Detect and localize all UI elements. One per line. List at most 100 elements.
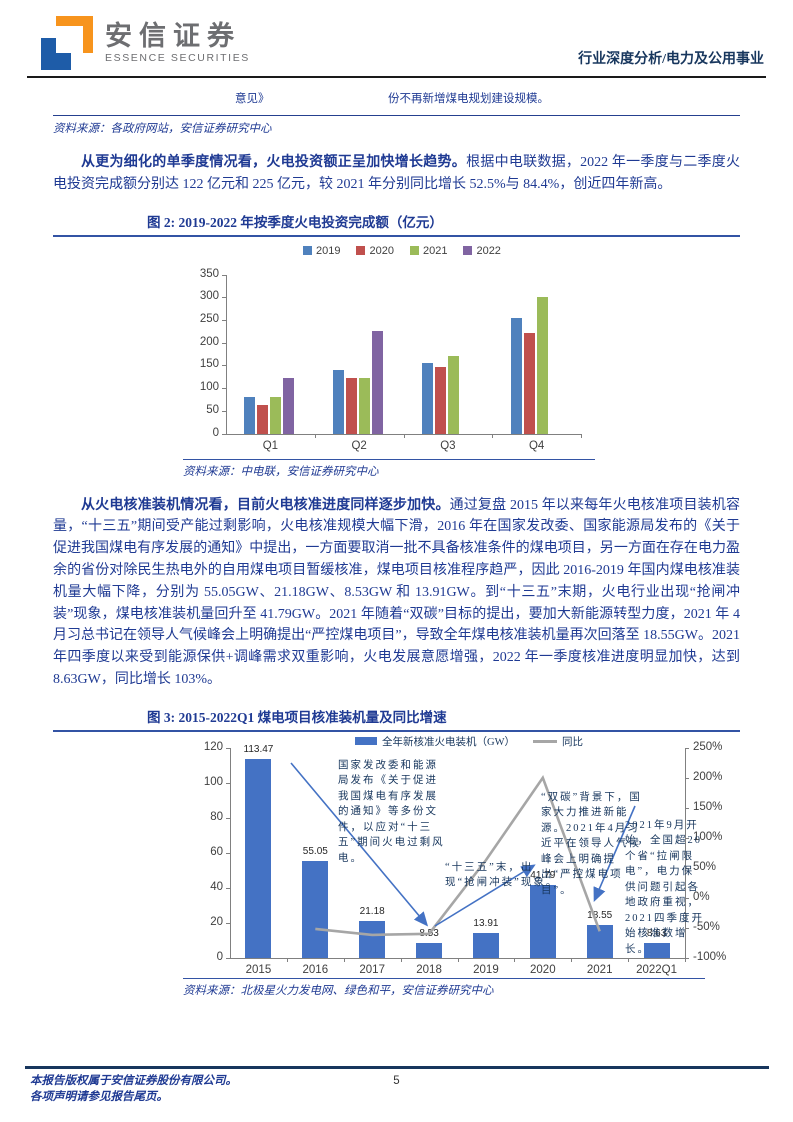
y-axis-label: 0	[212, 426, 219, 439]
paragraph-1-lead: 从更为细化的单季度情况看，火电投资额正呈加快增长趋势。	[81, 155, 467, 170]
legend-bar-swatch	[355, 737, 377, 746]
report-category: 行业深度分析/电力及公用事业	[578, 52, 764, 67]
logo-icon	[41, 16, 93, 70]
right-axis-label: -50%	[693, 920, 720, 933]
bar-2022Q1	[643, 942, 670, 958]
legend-swatch-2021	[409, 246, 419, 256]
y-axis-label: 100	[199, 381, 219, 394]
y-axis-label: 300	[199, 290, 219, 303]
paragraph-1-body: 根据中电联数据，2022 年一季度与二季度火电投资完成额分别达 122 亿元和 …	[53, 155, 741, 192]
right-axis-label: 50%	[693, 860, 717, 873]
bar-2022-Q1	[283, 378, 295, 434]
bar-2022-Q2	[372, 331, 384, 434]
bar-2020-Q4	[523, 332, 535, 434]
figure2-chart: 2019 2020 2021 2022 0 50 100 150 200 250 300 350 Q1 Q…	[183, 241, 613, 457]
bar-value-label: 18.55	[587, 910, 613, 922]
bar-2019-Q2	[333, 369, 345, 434]
paragraph-2-lead: 从火电核准装机情况看，目前火电核准进度同样逐步加快。	[81, 497, 450, 513]
bar-2021-Q3	[447, 356, 459, 434]
figure2-source: 资料来源：中电联，安信证券研究中心	[183, 458, 595, 479]
bar-2017	[359, 920, 386, 958]
bar-2015	[245, 759, 272, 958]
chart-annotation-3: “双碳”背景下，国家大力推进新能源。2021年4月习近平在领导人气候峰会上明确提…	[541, 791, 642, 896]
company-logo: 安信证券 ESSENCE SECURITIES	[27, 16, 250, 70]
logo-name-en: ESSENCE SECURITIES	[105, 52, 250, 64]
bar-2021-Q1	[270, 397, 282, 434]
chart-annotation-2: “十三五”末，出现“抢闸冲装”现象。	[445, 861, 559, 889]
table-fragment: 意见》 份不再新增煤电规划建设规模。	[53, 78, 740, 116]
paragraph-2: 从火电核准装机情况看，目前火电核准进度同样逐步加快。通过复盘 2015 年以来每…	[53, 495, 740, 691]
y-axis-label: 150	[199, 358, 219, 371]
bar-2019-Q4	[510, 317, 522, 434]
x-axis-label: 2017	[359, 963, 385, 976]
figure3-title: 图 3: 2015-2022Q1 煤电项目核准装机量及同比增速	[53, 706, 740, 732]
legend-swatch-2022	[463, 246, 473, 256]
bar-2021-Q2	[359, 378, 371, 434]
left-axis-label: 100	[203, 775, 223, 788]
figure2-legend: 2019 2020 2021 2022	[303, 245, 501, 257]
footer-disclaimer: 本报告版权属于安信证券股份有限公司。 各项声明请参见报告尾页。	[30, 1075, 237, 1103]
legend-swatch-2019	[303, 246, 312, 256]
bar-2018	[416, 942, 443, 958]
x-axis-label: Q3	[440, 439, 456, 452]
x-axis-label: 2015	[245, 963, 272, 976]
y-axis-label: 50	[206, 403, 219, 416]
left-axis-label: 40	[210, 880, 223, 893]
x-axis-label: 2019	[473, 963, 499, 976]
legend-swatch-2020	[356, 246, 366, 256]
legend-line-swatch	[533, 740, 557, 743]
paragraph-1: 从更为细化的单季度情况看，火电投资额正呈加快增长趋势。根据中电联数据，2022 …	[53, 152, 740, 196]
table-source: 资料来源：各政府网站，安信证券研究中心	[53, 123, 272, 135]
right-axis-label: 150%	[693, 800, 723, 813]
bar-2020-Q2	[346, 378, 358, 434]
right-axis-label: 250%	[693, 740, 723, 753]
x-axis-label: 2018	[416, 963, 442, 976]
right-axis-label: 200%	[693, 770, 723, 783]
x-axis-label: 2020	[530, 963, 556, 976]
bar-2019-Q3	[421, 363, 433, 434]
paragraph-2-body: 通过复盘 2015 年以来每年火电核准项目装机容量，“十三五”期间受产能过剩影响…	[53, 497, 741, 687]
logo-name-cn: 安信证券	[105, 21, 241, 51]
bar-value-label: 113.47	[243, 744, 274, 756]
x-axis-label: Q1	[262, 439, 279, 452]
x-axis-label: 2016	[302, 963, 329, 976]
x-axis-label: Q2	[351, 439, 367, 452]
page-number: 5	[393, 1075, 400, 1087]
right-axis-label: 100%	[693, 830, 723, 843]
bar-value-label: 8.63	[646, 927, 667, 939]
left-axis-label: 0	[216, 950, 223, 963]
y-axis-label: 350	[199, 267, 219, 280]
figure2-title: 图 2: 2019-2022 年按季度火电投资完成额（亿元）	[53, 211, 740, 237]
bar-2021	[586, 925, 613, 958]
left-axis-label: 80	[210, 810, 223, 823]
page-header: 安信证券 ESSENCE SECURITIES 行业深度分析/电力及公用事业	[27, 0, 766, 78]
bar-2016	[302, 861, 329, 958]
bar-value-label: 55.05	[302, 846, 328, 858]
table-fragment-col1: 意见》	[235, 93, 270, 105]
left-axis-label: 120	[203, 740, 223, 753]
y-axis-label: 250	[199, 313, 219, 326]
x-axis-label: 2022Q1	[636, 963, 678, 976]
bar-2020-Q1	[257, 405, 269, 434]
figure3-source: 资料来源：北极星火力发电网、绿色和平，安信证券研究中心	[183, 977, 705, 998]
chart-annotation-4: 2021年9月开始，全国超20个省“拉闸限电”，电力保供问题引起各地政府重视，2…	[625, 819, 704, 955]
left-axis-label: 60	[210, 845, 223, 858]
chart-annotation-1: 国家发改委和能源局发布《关于促进我国煤电有序发展的通知》等多份文件，以应对“十三…	[338, 759, 445, 864]
figure3-legend: 全年新核准火电装机（GW） 同比	[355, 734, 583, 749]
bar-value-label: 21.18	[359, 905, 385, 917]
right-axis-label: -100%	[693, 950, 727, 963]
table-fragment-col2: 份不再新增煤电规划建设规模。	[388, 93, 549, 105]
x-axis-label: 2021	[586, 963, 613, 976]
left-axis-label: 20	[210, 915, 223, 928]
right-axis-label: 0%	[693, 890, 710, 903]
bar-2019-Q1	[244, 397, 256, 434]
bar-value-label: 8.53	[419, 927, 439, 939]
x-axis-label: Q4	[528, 439, 545, 452]
figure3-chart: 全年新核准火电装机（GW） 同比 0 20 40 60 80 100 120 -100% -50% 0…	[183, 736, 768, 976]
bar-2021-Q4	[536, 296, 548, 434]
bar-2020-Q3	[434, 366, 446, 434]
bar-2019	[472, 933, 499, 958]
footer-rule	[25, 1066, 769, 1069]
y-axis-label: 200	[199, 335, 219, 348]
